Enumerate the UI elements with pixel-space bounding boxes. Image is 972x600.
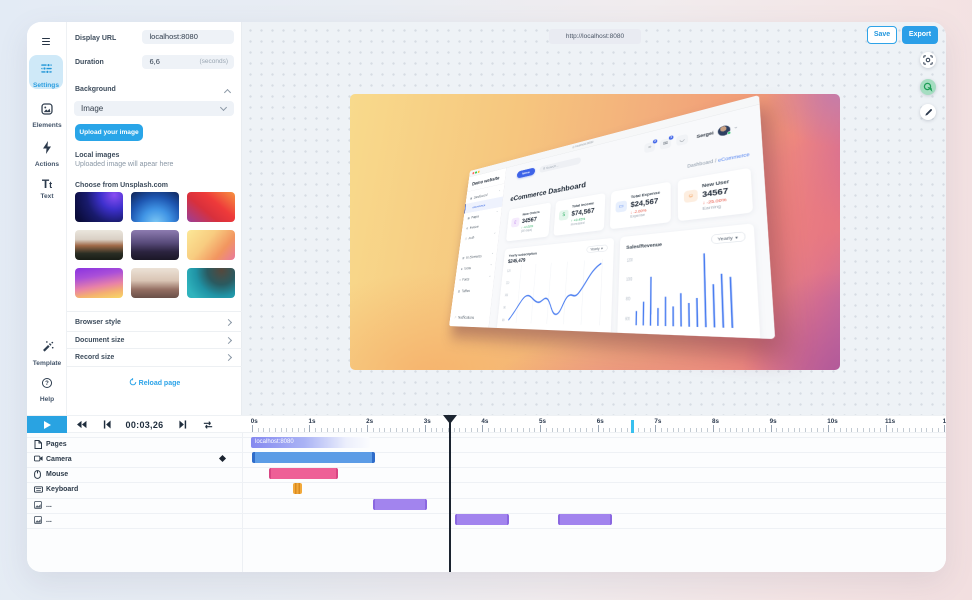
svg-text:600: 600 [625, 318, 631, 323]
svg-text:100: 100 [504, 294, 509, 298]
svg-text:110: 110 [506, 282, 510, 286]
svg-text:?: ? [45, 381, 49, 387]
svg-text:90: 90 [503, 307, 506, 311]
svg-text:1000: 1000 [626, 278, 633, 283]
svg-text:1200: 1200 [627, 259, 634, 264]
svg-text:120: 120 [507, 270, 512, 274]
svg-text:800: 800 [626, 298, 632, 303]
svg-text:80: 80 [502, 319, 505, 323]
